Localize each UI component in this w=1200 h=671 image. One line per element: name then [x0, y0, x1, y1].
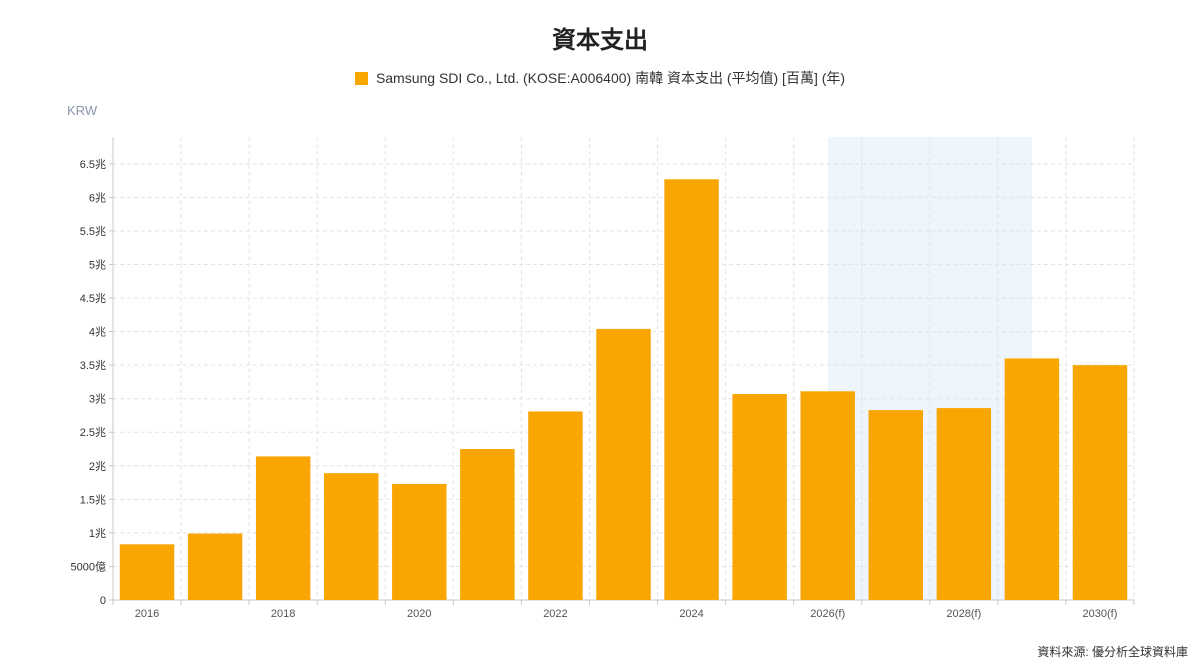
- bar-2017: [187, 533, 243, 600]
- x-tick-label: 2028(f): [946, 608, 981, 620]
- y-tick-label: 2.5兆: [80, 426, 106, 439]
- y-tick-label: 6兆: [89, 191, 106, 204]
- bar-2021: [460, 449, 515, 600]
- bar-2024: [664, 179, 719, 600]
- x-tick-layer: 2016 2018 2020 2022 2024 2026(f) 2028(f) 2030(f…: [135, 608, 1118, 620]
- legend[interactable]: Samsung SDI Co., Ltd. (KOSE:A006400) 南韓 …: [0, 68, 1200, 88]
- y-tick-label: 4.5兆: [80, 292, 106, 305]
- bar-2025: [732, 393, 787, 600]
- x-tick-label: 2016: [135, 608, 159, 620]
- bar-layer: [119, 179, 1128, 600]
- chart-title: 資本支出: [552, 27, 648, 54]
- bar-2023: [596, 328, 651, 600]
- bar-2029f: [1004, 358, 1060, 600]
- bar-2028f: [936, 408, 992, 600]
- y-tick-label: 5.5兆: [80, 225, 106, 238]
- x-tick-label: 2022: [543, 608, 567, 620]
- bar-2030f: [1072, 365, 1128, 600]
- y-tick-label: 3兆: [89, 393, 106, 406]
- y-tick-label: 5兆: [89, 258, 106, 271]
- y-tick-label: 2兆: [89, 460, 106, 473]
- y-tick-label: 0: [100, 595, 106, 607]
- legend-swatch: [354, 72, 368, 85]
- legend-label: Samsung SDI Co., Ltd. (KOSE:A006400) 南韓 …: [375, 70, 846, 86]
- y-tick-label: 4兆: [89, 326, 106, 339]
- bar-2020: [392, 483, 447, 600]
- x-tick-label: 2020: [407, 608, 431, 620]
- bar-2019: [324, 473, 379, 600]
- x-tick-label: 2030(f): [1083, 608, 1118, 620]
- x-tick-label: 2018: [271, 608, 295, 620]
- bar-2026f: [800, 391, 855, 600]
- bar-2018: [255, 456, 311, 600]
- y-tick-layer: 0 5000億 1兆 1.5兆 2兆 2.5兆 3兆 3.5兆 4兆 4.5兆 5兆 5.5兆 6兆 6.…: [71, 158, 106, 607]
- bar-2022: [528, 411, 583, 600]
- bar-2027f: [868, 410, 923, 600]
- y-tick-label: 1兆: [89, 527, 106, 540]
- y-axis-unit-label: KRW: [67, 103, 98, 118]
- x-tick-label: 2024: [679, 608, 703, 620]
- bar-2016: [119, 544, 175, 600]
- data-source: 資料來源: 優分析全球資料庫: [1037, 645, 1188, 659]
- y-tick-label: 5000億: [71, 560, 106, 573]
- y-tick-label: 1.5兆: [80, 493, 106, 506]
- x-tick-label: 2026(f): [810, 608, 845, 620]
- y-tick-label: 3.5兆: [80, 359, 106, 372]
- y-tick-label: 6.5兆: [80, 158, 106, 171]
